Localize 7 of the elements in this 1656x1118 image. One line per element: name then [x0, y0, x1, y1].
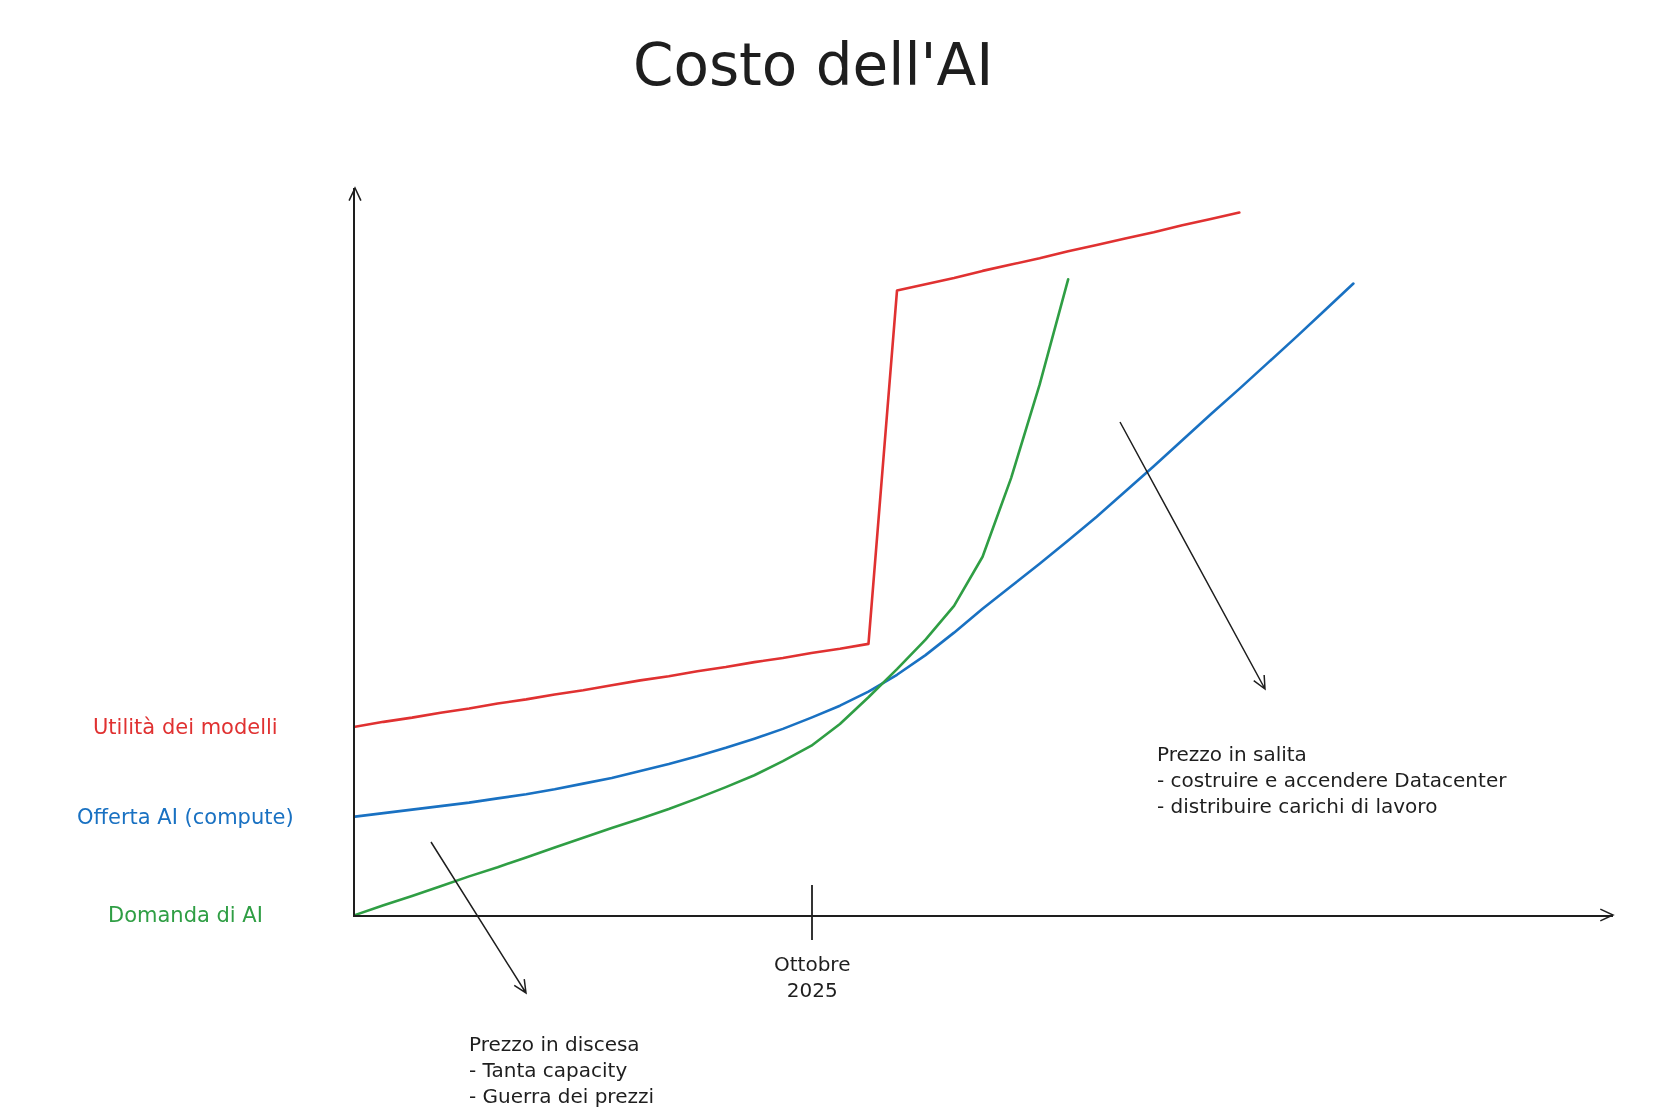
chart-title: Costo dell'AI: [632, 31, 994, 100]
annotation: Prezzo in salita - costruire e accendere Datacenter - distribuire carichi di lavoro: [1157, 742, 1508, 818]
text: Ottobre 2025: [774, 952, 851, 1002]
text: Prezzo in discesa - Tanta capacity - Guerra dei prezzi: [469, 1032, 655, 1108]
text: Utilità dei modelli: [93, 715, 278, 739]
text: Domanda di AI: [108, 903, 263, 927]
text: Offerta AI (compute): [77, 805, 294, 829]
